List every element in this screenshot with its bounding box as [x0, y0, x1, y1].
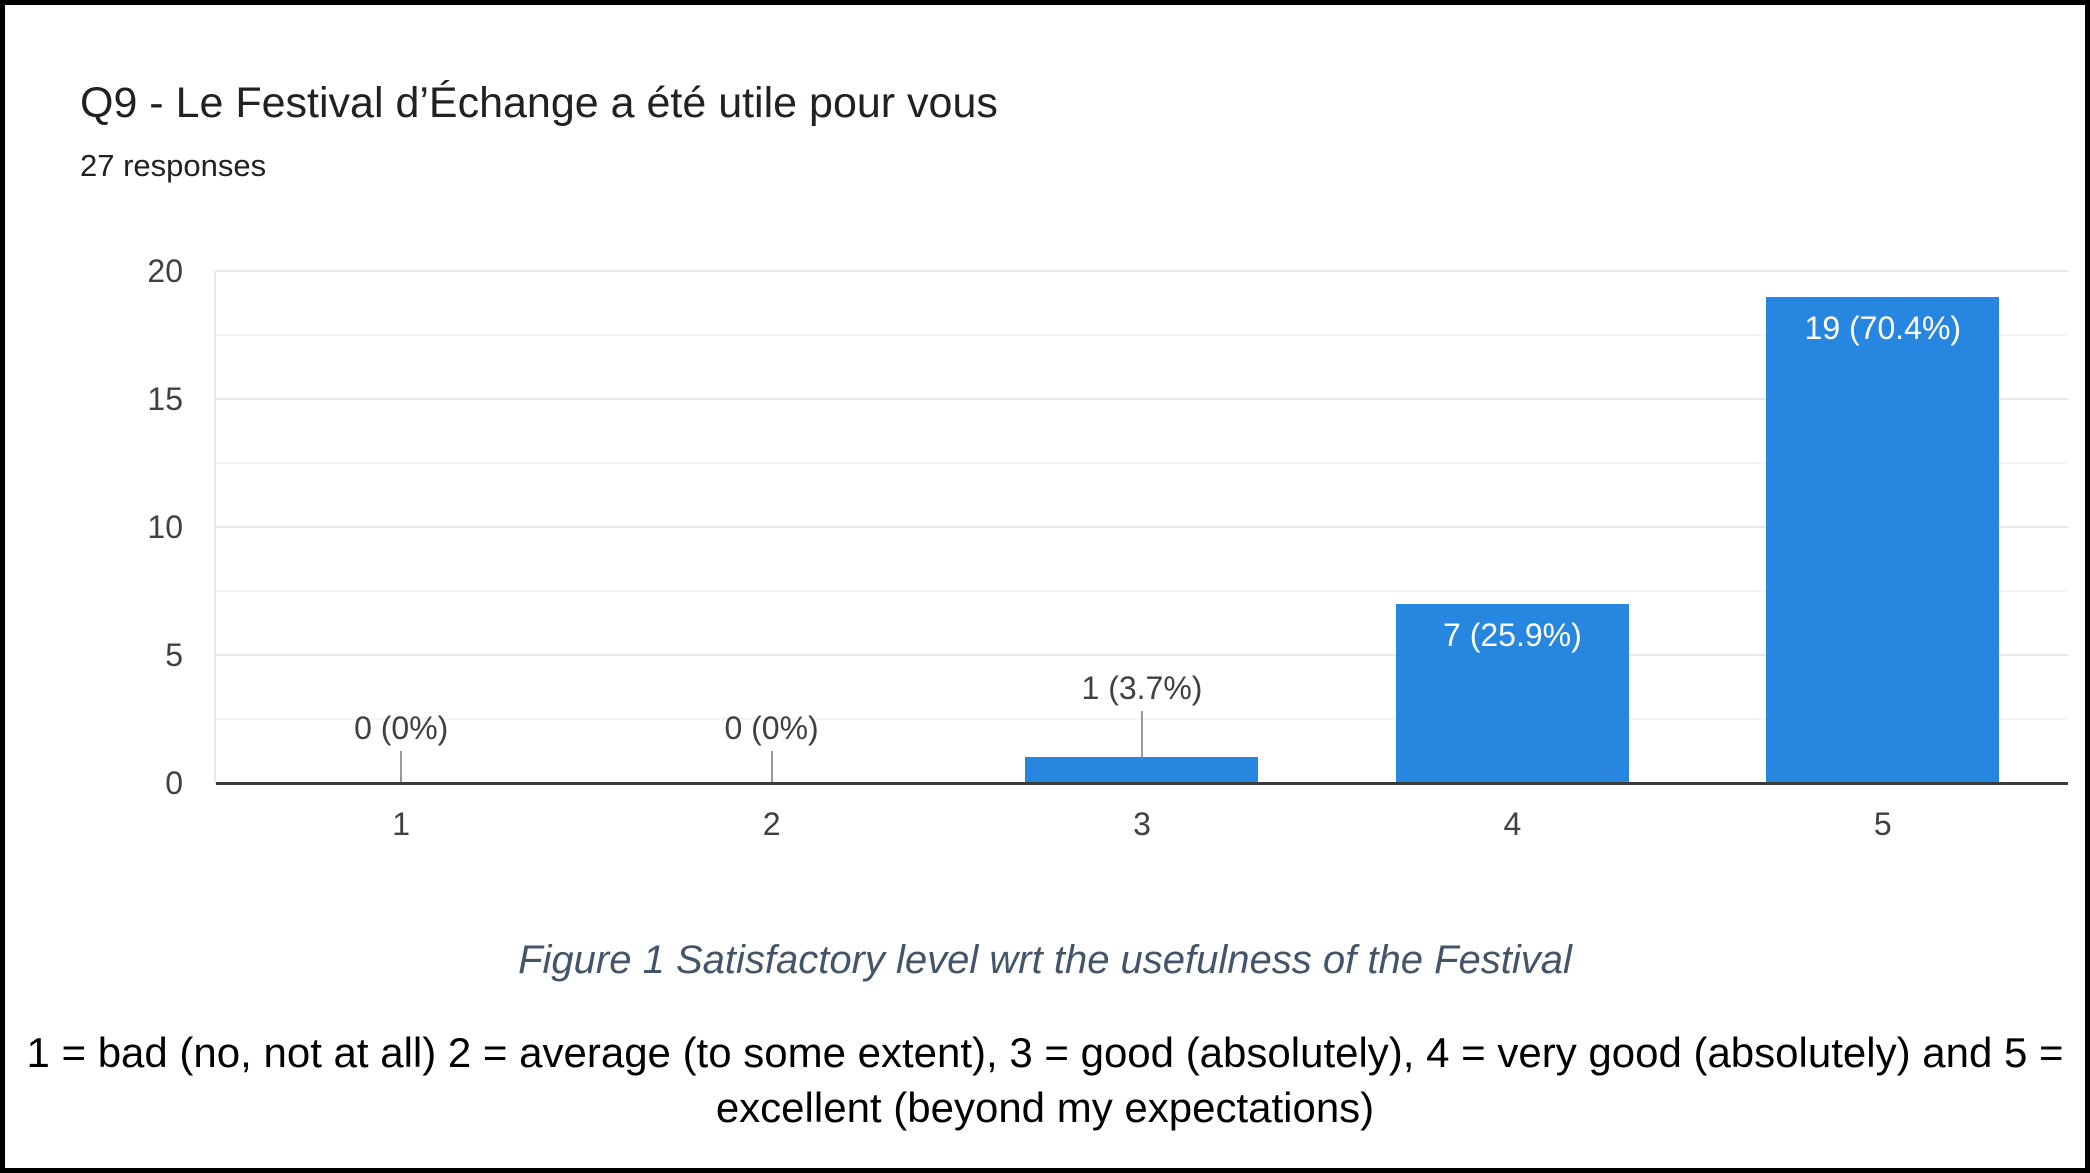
gridline-major: [216, 654, 2068, 656]
gridline-minor: [216, 334, 2068, 336]
bar: [1025, 757, 1259, 783]
gridline-major: [216, 398, 2068, 400]
callout-line: [1140, 711, 1143, 757]
category-band: 19 (70.4%) 5: [1698, 271, 2068, 842]
chart-title: Q9 - Le Festival d’Échange a été utile p…: [80, 79, 998, 127]
x-axis-tick-label: 1: [392, 806, 411, 842]
y-axis-tick-label: 10: [147, 509, 183, 545]
category-band: 7 (25.9%) 4: [1327, 271, 1697, 842]
category-band: 1 (3.7%) 3: [957, 271, 1327, 842]
x-axis-tick-label: 3: [1133, 806, 1151, 842]
y-axis-tick-label: 20: [147, 253, 183, 289]
bar-value-label: 0 (0%): [724, 710, 819, 746]
bar-chart: 0 (0%) 1 0 (0%) 2 1 (3.7%) 3 7 (25.9%) 4 19 (70.…: [5, 5, 2085, 1168]
bar: [1766, 297, 2000, 783]
category-band: 0 (0%) 2: [586, 271, 956, 842]
response-count: 27 responses: [80, 148, 267, 183]
y-axis-tick-label: 15: [147, 381, 183, 417]
plot-area: 0 (0%) 1 0 (0%) 2 1 (3.7%) 3 7 (25.9%) 4 19 (70.…: [214, 270, 2068, 842]
gridline-major: [216, 270, 2068, 272]
bar-value-label: 7 (25.9%): [1443, 617, 1582, 653]
bar: [1395, 604, 1629, 783]
bar-value-label: 19 (70.4%): [1804, 310, 1962, 346]
category-band: 0 (0%) 1: [216, 271, 586, 842]
scale-legend: 1 = bad (no, not at all) 2 = average (to…: [26, 1029, 2064, 1131]
callout-line: [400, 751, 403, 783]
gridline-minor: [216, 462, 2068, 464]
x-axis-baseline: [216, 782, 2068, 785]
callout-line: [770, 751, 773, 783]
figure-caption: Figure 1 Satisfactory level wrt the usef…: [518, 938, 1572, 982]
y-axis-tick-label: 0: [165, 765, 183, 801]
x-axis-tick-label: 2: [762, 806, 781, 842]
y-axis-tick-label: 5: [165, 637, 183, 673]
gridline-minor: [216, 590, 2068, 592]
gridline-major: [216, 526, 2068, 528]
x-axis-tick-label: 4: [1503, 806, 1522, 842]
x-axis-tick-label: 5: [1873, 806, 1892, 842]
bar-value-label: 0 (0%): [354, 710, 449, 746]
bar-value-label: 1 (3.7%): [1081, 670, 1203, 706]
